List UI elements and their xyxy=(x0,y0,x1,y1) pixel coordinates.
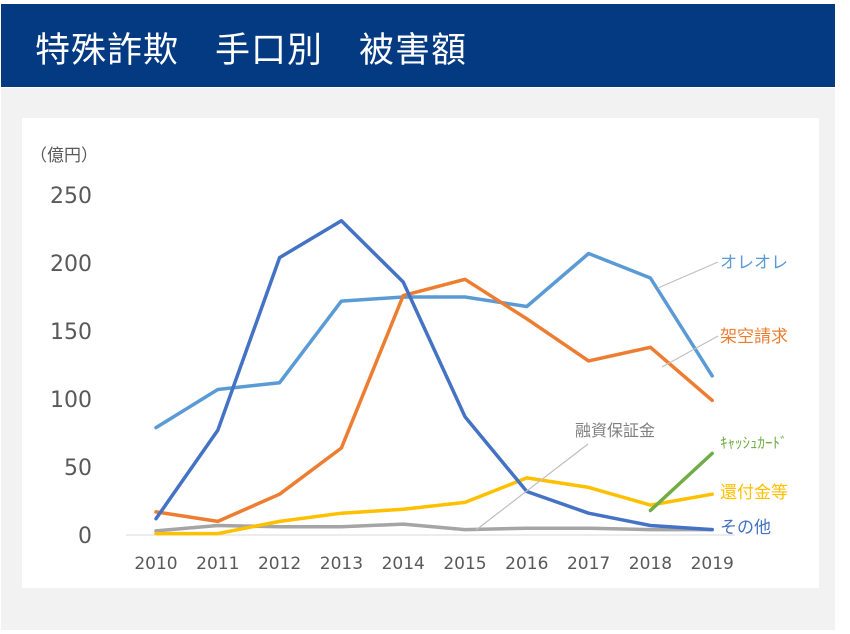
y-tick-label: 50 xyxy=(64,456,92,481)
series-label: その他 xyxy=(720,518,771,538)
series-label: 架空請求 xyxy=(720,327,788,347)
label-leaders xyxy=(475,261,719,531)
x-tick-label: 2015 xyxy=(443,554,486,574)
y-tick-label: 150 xyxy=(50,320,92,345)
axes: 0 50 100 150 200 250 2010 2011 2012 2013 2014 2015 2… xyxy=(50,184,735,574)
series-line xyxy=(648,451,714,513)
series-lines xyxy=(154,219,714,536)
title-banner: 特殊詐欺 手口別 被害額 xyxy=(1,4,835,87)
y-unit-label: （億円） xyxy=(30,146,98,166)
y-tick-label: 200 xyxy=(50,252,92,277)
x-tick-label: 2014 xyxy=(382,554,425,574)
x-tick-label: 2012 xyxy=(258,554,301,574)
x-tick-label: 2010 xyxy=(134,554,177,574)
x-tick-label: 2019 xyxy=(691,554,734,574)
series-label: 還付金等 xyxy=(720,483,788,503)
leader-line xyxy=(661,335,719,368)
page-title: 特殊詐欺 手口別 被害額 xyxy=(35,31,468,71)
series-line xyxy=(154,251,714,430)
x-tick-label: 2017 xyxy=(567,554,610,574)
y-tick-label: 0 xyxy=(78,524,92,549)
series-line xyxy=(154,476,714,536)
x-tick-label: 2018 xyxy=(629,554,672,574)
y-tick-label: 250 xyxy=(50,184,92,209)
y-tick-label: 100 xyxy=(50,388,92,413)
series-label: ｷｬｯｼｭｶｰﾄﾞ xyxy=(720,434,788,452)
leader-line xyxy=(475,443,589,531)
series-line xyxy=(154,219,714,532)
leader-line xyxy=(657,261,719,289)
x-tick-label: 2011 xyxy=(196,554,239,574)
series-line xyxy=(154,277,714,524)
x-tick-label: 2016 xyxy=(505,554,548,574)
series-label: オレオレ xyxy=(720,253,788,273)
series-label: 融資保証金 xyxy=(575,421,655,440)
x-tick-label: 2013 xyxy=(320,554,363,574)
